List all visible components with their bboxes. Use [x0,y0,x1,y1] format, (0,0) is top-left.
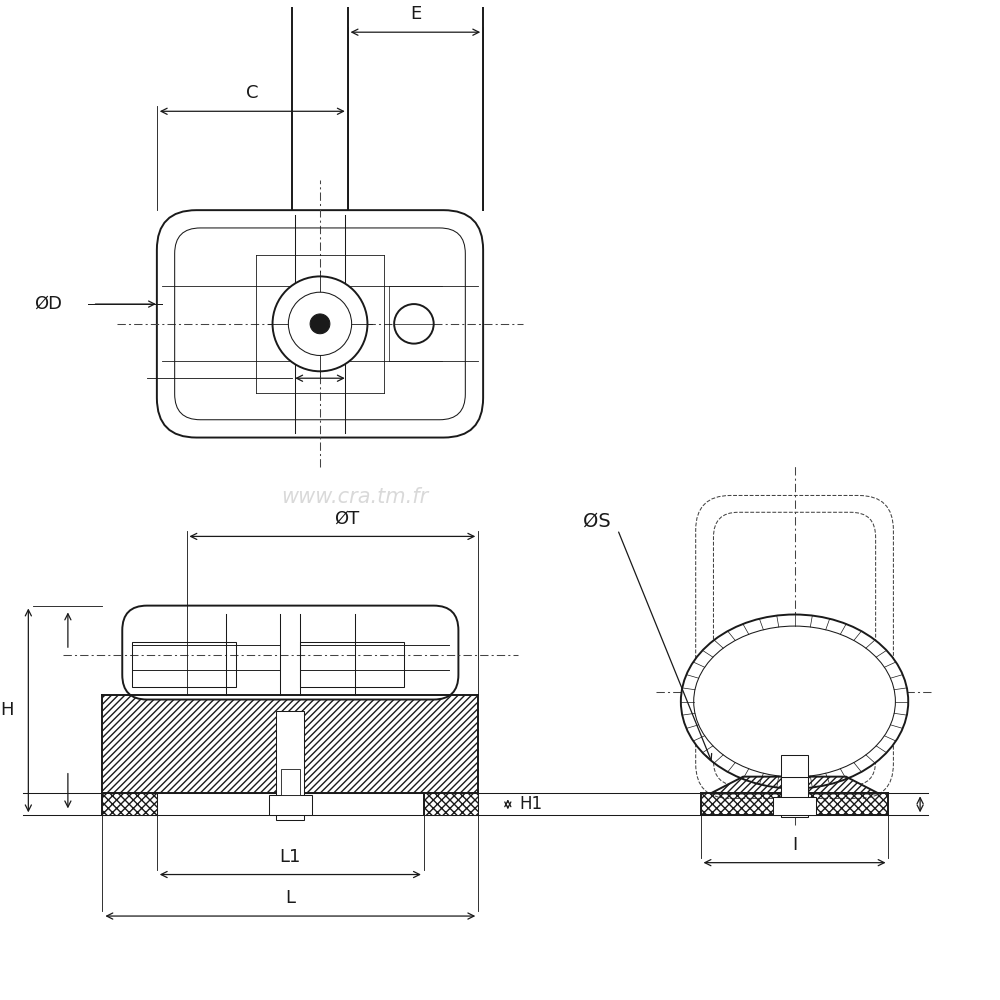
Bar [300,642,404,687]
Circle shape [394,304,434,344]
Bar [102,695,478,793]
Polygon shape [711,777,879,793]
Bar [276,711,304,820]
Text: ØS: ØS [583,512,611,531]
Circle shape [310,314,330,334]
Text: I: I [792,836,797,854]
Bar [781,755,808,777]
Bar [281,769,300,795]
Text: H1: H1 [520,795,543,813]
Ellipse shape [694,626,895,777]
Text: H: H [0,701,13,719]
Circle shape [288,292,352,355]
Ellipse shape [681,615,908,789]
Text: E: E [410,5,421,23]
Text: L1: L1 [280,848,301,866]
Text: C: C [246,84,259,102]
Text: ØD: ØD [34,295,62,313]
Bar [424,793,478,815]
Bar [773,797,816,815]
Text: ØT: ØT [335,510,360,528]
FancyBboxPatch shape [122,606,458,700]
Bar [132,642,236,687]
Circle shape [273,276,367,371]
Bar [701,793,888,815]
Bar [269,795,312,815]
Text: L: L [285,889,295,907]
Text: www.cra.tm.fr: www.cra.tm.fr [281,487,428,507]
FancyBboxPatch shape [157,210,483,438]
Bar [102,793,157,815]
Bar [781,777,808,817]
